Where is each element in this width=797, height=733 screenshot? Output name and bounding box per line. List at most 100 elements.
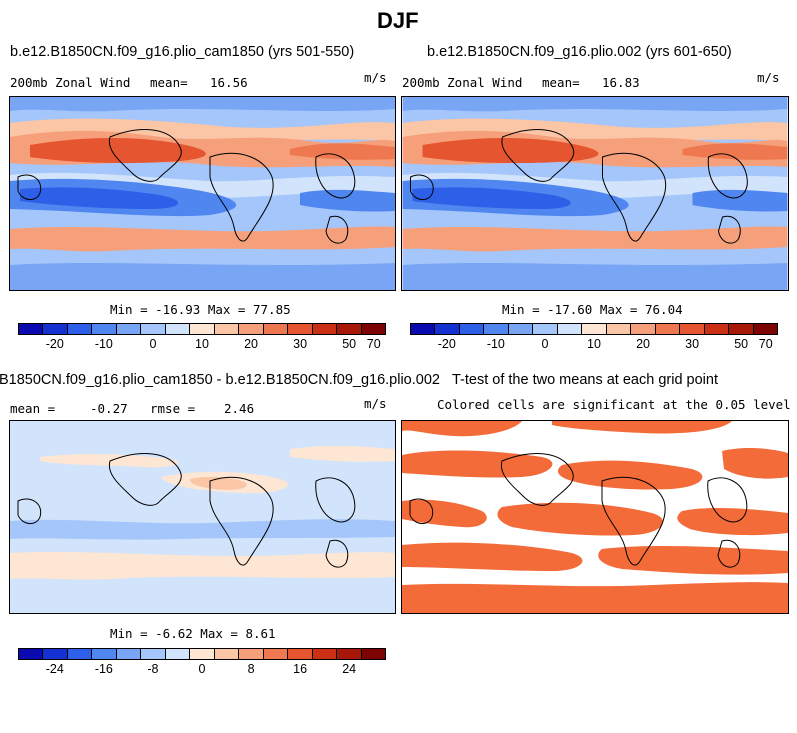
colorbar-swatch [459,324,485,334]
colorbar-ticks-wind-left: -20 -10 0 10 20 30 50 70 [18,335,386,351]
colorbar-swatch [43,324,68,334]
colorbar-swatch [484,324,509,334]
units-top-left: m/s [364,70,387,85]
wind-jet-north-core [30,138,206,164]
wind-field-top-right [402,97,788,290]
wind-polar-band-north [10,97,395,112]
diff-neg-tropics [10,519,395,540]
units-top-right: m/s [757,70,780,85]
sig-region [598,545,788,575]
rmse-value-bottom-left: 2.46 [224,401,255,416]
colorbar-tick-label: -24 [45,662,64,676]
wind-polar-band-south [402,263,788,290]
colorbar-swatch [19,324,44,334]
panel-title-bottom-right: T-test of the two means at each grid poi… [452,372,718,388]
colorbar-swatch [533,324,558,334]
wind-polar-band-north [402,97,788,112]
colorbar-swatch [753,324,778,334]
minmax-bottom-left: Min = -6.62 Max = 8.61 [110,626,276,641]
sig-region [552,421,732,434]
colorbar-swatch [411,324,436,334]
colorbar-ticks-diff: -24 -16 -8 0 8 16 24 [18,660,386,676]
mean-value-top-right: 16.83 [602,75,640,90]
mean-value-bottom-left: -0.27 [90,401,128,416]
colorbar-wind-left [18,323,386,335]
wind-jet-south [402,226,788,252]
colorbar-swatch [655,324,681,334]
diff-pos-north [40,453,179,468]
colorbar-swatch [141,649,166,659]
sig-region [497,502,664,536]
colorbar-swatch [606,324,632,334]
map-ttest-bottom-right [401,420,789,614]
colorbar-swatch [141,324,166,334]
colorbar-swatch [680,324,705,334]
colorbar-swatch [312,649,338,659]
colorbar-tick-label: -20 [437,337,456,351]
colorbar-tick-label: 10 [195,337,209,351]
wind-jet-south [10,226,395,252]
colorbar-swatch [631,324,656,334]
wind-jet-north-core [422,138,599,164]
colorbar-swatch [116,324,142,334]
colorbar-tick-label: 0 [541,337,549,351]
colorbar-swatch [19,649,44,659]
coastlines [17,453,356,568]
field-label-top-left: 200mb Zonal Wind [10,75,131,90]
colorbar-swatch [435,324,460,334]
colorbar-tick-label: 20 [636,337,651,351]
colorbar-wind-right [410,323,778,335]
colorbar-swatch [92,649,117,659]
mean-label-bottom-left: mean = [10,401,56,416]
sig-region [557,460,703,490]
colorbar-tick-label: -8 [147,662,159,676]
colorbar-tick-label: -10 [486,337,505,351]
diff-pos-atlantic [290,445,395,462]
subtitle-bottom-right: Colored cells are significant at the 0.0… [437,397,791,412]
units-bottom-left: m/s [364,396,387,411]
colorbar-swatch [214,324,240,334]
colorbar-ticks-wind-right: -20 -10 0 10 20 30 50 70 [410,335,778,351]
sig-region [402,582,788,613]
rmse-label-bottom-left: rmse = [150,401,196,416]
colorbar-tick-label: 10 [587,337,601,351]
wind-easterlies-east [692,189,788,212]
coastlines [410,129,748,244]
colorbar-tick-label: 50 [734,337,749,351]
sig-region [677,507,788,536]
colorbar-tick-label: 30 [293,337,308,351]
map-wind-top-left [9,96,396,291]
colorbar-tick-label: 70 [758,337,773,351]
panel-title-top-left: b.e12.B1850CN.f09_g16.plio_cam1850 (yrs … [10,44,355,60]
panel-title-bottom-left: B1850CN.f09_g16.plio_cam1850 - b.e12.B18… [0,372,440,388]
sig-region [402,542,583,571]
colorbar-swatch [92,324,117,334]
sig-region [402,450,553,478]
wind-jet-atlantic [682,143,788,160]
colorbar-swatch [214,649,240,659]
coastlines [17,129,356,244]
colorbar-tick-label: 20 [244,337,259,351]
colorbar-swatch [165,324,191,334]
coastlines [409,453,748,568]
colorbar-tick-label: -20 [45,337,64,351]
colorbar-tick-label: 70 [366,337,381,351]
colorbar-tick-label: -16 [94,662,113,676]
wind-field-top-left [10,97,395,290]
mean-label-top-right: mean= [542,75,580,90]
colorbar-swatch [361,324,386,334]
mean-label-top-left: mean= [150,75,188,90]
colorbar-swatch [239,324,264,334]
colorbar-tick-label: 24 [342,662,357,676]
colorbar-swatch [312,324,338,334]
colorbar-swatch [361,649,386,659]
wind-polar-band-south [10,263,395,290]
wind-jet-atlantic [290,143,395,160]
colorbar-diff [18,648,386,660]
wind-easterlies-east [300,189,395,212]
colorbar-swatch [729,324,754,334]
colorbar-swatch [557,324,583,334]
colorbar-swatch [704,324,730,334]
field-label-top-right: 200mb Zonal Wind [402,75,523,90]
diff-pos-south [10,552,395,580]
